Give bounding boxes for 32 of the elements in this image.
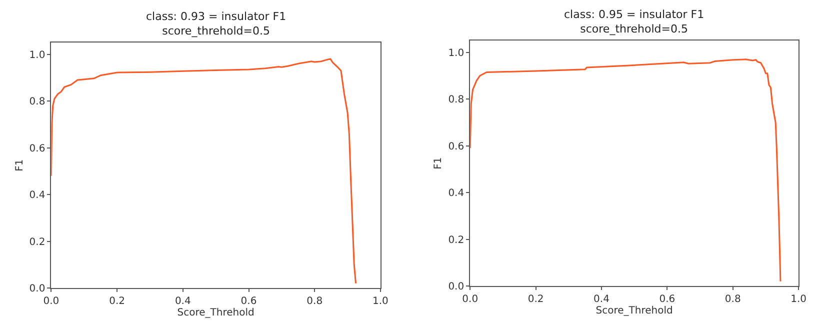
x-tick-label: 0.8	[724, 294, 741, 306]
y-tick-label: 0.6	[448, 141, 464, 152]
y-tick-label: 1.0	[448, 48, 464, 59]
x-tick-label: 0.8	[306, 296, 323, 307]
x-tick-label: 0.4	[594, 294, 610, 306]
x-tick-label: 1.0	[790, 294, 807, 306]
x-tick-label: 0.6	[240, 296, 257, 307]
line-series	[470, 58, 782, 282]
chart-title: class: 0.93 = insulator F1 score_threhold=0.5	[146, 10, 286, 38]
x-tick-label: 1.0	[372, 296, 388, 307]
x-tick-label: 0.2	[109, 296, 125, 307]
x-tick-label: 0.6	[659, 294, 676, 306]
line-series	[51, 58, 357, 284]
y-axis-title: F1	[14, 159, 26, 172]
x-tick-label: 0.0	[43, 296, 60, 307]
y-axis-title: F1	[433, 157, 444, 170]
y-tick-label: 0.2	[448, 234, 464, 246]
y-tick-label: 0.6	[29, 143, 46, 154]
y-tick-label: 0.2	[29, 236, 46, 248]
y-tick-label: 0.8	[29, 96, 46, 108]
y-tick-label: 0.4	[29, 190, 46, 202]
x-tick-label: 0.0	[462, 294, 478, 306]
y-tick-label: 0.4	[448, 188, 464, 200]
x-axis-title: Score_Threhold	[177, 307, 254, 318]
x-tick-label: 0.4	[174, 296, 191, 307]
x-axis-title: Score_Threhold	[596, 306, 673, 317]
y-tick-label: 0.0	[448, 282, 464, 293]
y-tick-label: 0.8	[448, 94, 464, 106]
y-tick-label: 1.0	[29, 50, 46, 61]
chart-title: class: 0.95 = insulator F1 score_threhold=0.5	[564, 8, 704, 36]
y-tick-label: 0.0	[29, 283, 46, 294]
x-tick-label: 0.2	[528, 294, 544, 306]
